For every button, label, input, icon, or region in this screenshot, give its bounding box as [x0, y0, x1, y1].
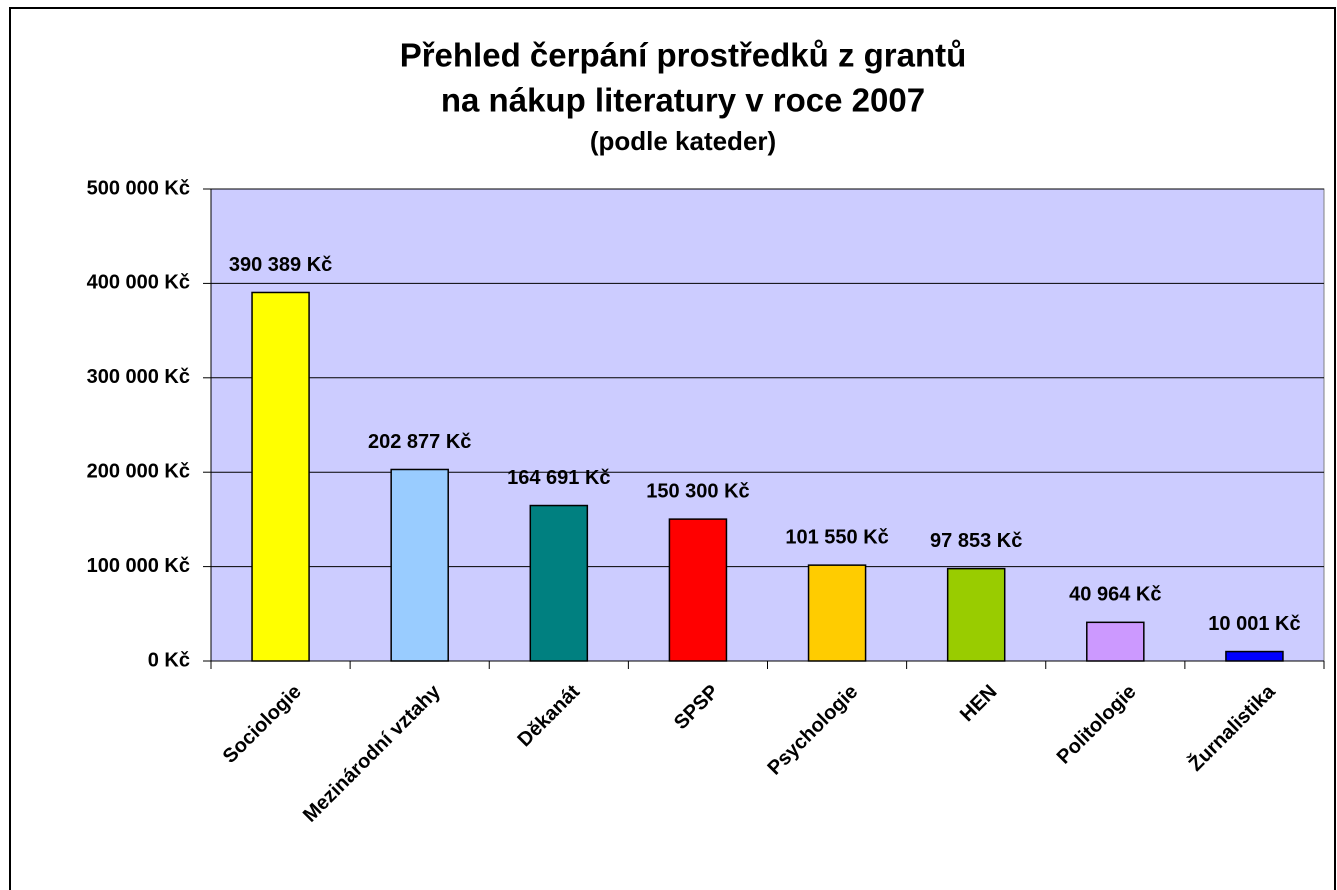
bar	[529, 504, 589, 662]
bar	[668, 518, 728, 662]
data-label: 10 001 Kč	[1208, 613, 1300, 635]
y-tick-label: 100 000 Kč	[87, 555, 190, 577]
data-label: 202 877 Kč	[368, 431, 471, 453]
bar	[251, 291, 310, 662]
chart-subtitle: (podle kateder)	[590, 126, 776, 156]
data-label: 164 691 Kč	[507, 467, 610, 489]
y-tick-label: 0 Kč	[148, 649, 190, 671]
data-label: 390 389 Kč	[229, 254, 332, 276]
data-label: 97 853 Kč	[930, 530, 1022, 552]
chart-title: Přehled čerpání prostředků z grantů	[400, 37, 967, 74]
bar	[1086, 621, 1145, 662]
bar	[390, 468, 449, 662]
data-label: 40 964 Kč	[1069, 584, 1161, 606]
bar	[1225, 650, 1284, 662]
y-tick-label: 200 000 Kč	[87, 460, 190, 482]
y-tick-label: 300 000 Kč	[87, 366, 190, 388]
data-label: 101 550 Kč	[785, 526, 888, 548]
y-tick-label: 400 000 Kč	[87, 272, 190, 294]
y-tick-label: 500 000 Kč	[87, 177, 190, 199]
bar	[807, 564, 867, 662]
bar	[946, 567, 1006, 662]
chart-title: na nákup literatury v roce 2007	[441, 82, 925, 119]
data-label: 150 300 Kč	[646, 480, 749, 502]
